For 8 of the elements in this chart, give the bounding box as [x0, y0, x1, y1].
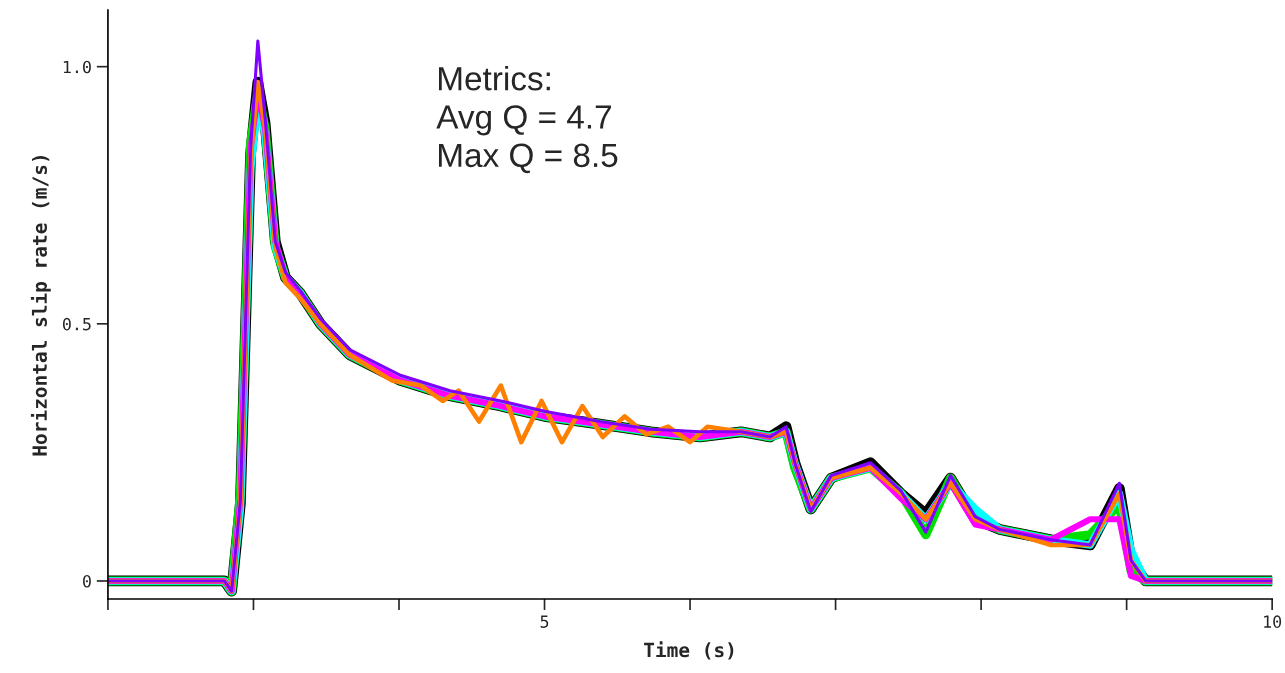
x-tick-label: 5: [540, 615, 549, 628]
x-tick-label: 10: [1264, 615, 1282, 628]
x-axis-title: Time (s): [644, 641, 734, 660]
annotation: Metrics: Avg Q = 4.7 Max Q = 8.5: [436, 66, 618, 174]
y-tick-label: 1.0: [63, 60, 91, 74]
y-tick-label: 0: [83, 574, 91, 588]
y-tick-label: 0.5: [62, 317, 91, 331]
y-axis-title: Horizontal slip rate (m/s): [30, 155, 51, 456]
